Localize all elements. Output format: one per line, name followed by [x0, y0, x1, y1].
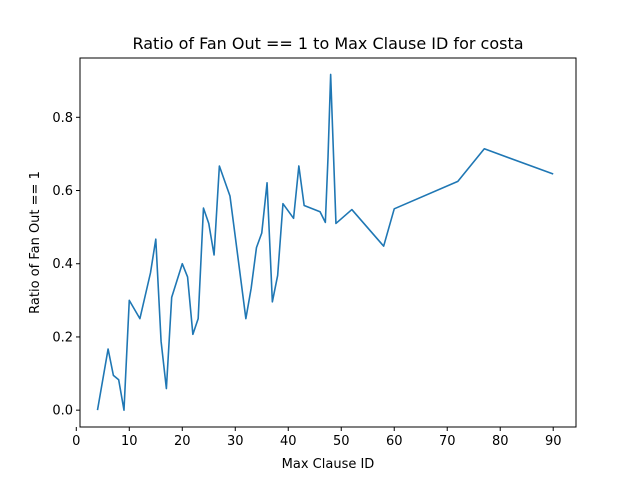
y-tick-label: 0.4 — [52, 257, 73, 272]
x-tick-label: 20 — [174, 434, 191, 449]
y-tick-label: 0.8 — [52, 111, 73, 126]
axes-frame — [79, 57, 577, 428]
x-tick-label: 0 — [72, 434, 80, 449]
y-tick-label: 0.2 — [52, 330, 73, 345]
x-tick-label: 30 — [227, 434, 244, 449]
series-group — [96, 73, 554, 411]
x-tick-label: 10 — [121, 434, 138, 449]
y-axis-label: Ratio of Fan Out == 1 — [28, 171, 43, 314]
chart-title: Ratio of Fan Out == 1 to Max Clause ID f… — [132, 34, 523, 53]
x-tick-label: 80 — [492, 434, 509, 449]
x-tick-label: 40 — [280, 434, 297, 449]
series-line — [96, 73, 554, 411]
x-tick-label: 60 — [386, 434, 403, 449]
x-axis-label: Max Clause ID — [282, 457, 375, 472]
x-tick-label: 50 — [333, 434, 350, 449]
y-tick-label: 0.6 — [52, 184, 73, 199]
plot-area: 0 10 20 30 40 50 60 70 80 90 0.0 0.2 0.4 0.6 0.8 — [52, 57, 577, 449]
y-tick-label: 0.0 — [52, 404, 73, 419]
x-tick-label: 70 — [439, 434, 456, 449]
y-axis: 0.0 0.2 0.4 0.6 0.8 — [52, 111, 80, 419]
x-tick-label: 90 — [545, 434, 562, 449]
x-axis: 0 10 20 30 40 50 60 70 80 90 — [72, 427, 561, 449]
